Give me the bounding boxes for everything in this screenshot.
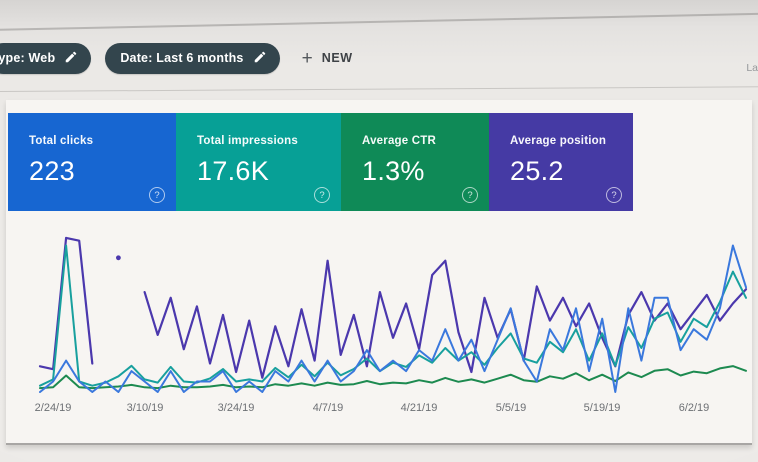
total-clicks-card[interactable]: Total clicks 223 ? bbox=[8, 113, 176, 211]
card-value: 17.6K bbox=[197, 156, 270, 186]
card-label: Total clicks bbox=[29, 135, 94, 147]
x-axis-label: 5/19/19 bbox=[583, 402, 621, 414]
metric-cards-row: Total clicks 223 ? Total impressions 17.… bbox=[8, 113, 633, 211]
card-label: Average position bbox=[510, 135, 607, 147]
x-axis-label: 2/24/19 bbox=[34, 402, 72, 414]
cropped-edge-text: La bbox=[746, 62, 758, 74]
pencil-icon[interactable] bbox=[64, 50, 78, 67]
x-axis-label: 3/10/19 bbox=[126, 402, 164, 414]
series-line-position bbox=[143, 259, 748, 379]
date-filter-chip[interactable]: Date: Last 6 months bbox=[105, 42, 280, 74]
filter-bar: type: Web Date: Last 6 months + NEW bbox=[0, 42, 353, 74]
performance-panel: Total clicks 223 ? Total impressions 17.… bbox=[6, 100, 752, 445]
average-ctr-card[interactable]: Average CTR 1.3% ? bbox=[341, 113, 489, 211]
x-axis: 2/24/19 3/10/19 3/24/19 4/7/19 4/21/19 5/5/19… bbox=[6, 402, 752, 420]
card-label: Total impressions bbox=[197, 135, 298, 147]
series-line-impressions bbox=[39, 244, 747, 387]
plus-icon: + bbox=[301, 47, 313, 69]
average-position-card[interactable]: Average position 25.2 ? bbox=[489, 113, 633, 211]
card-value: 223 bbox=[29, 156, 75, 186]
x-axis-label: 4/21/19 bbox=[400, 402, 438, 414]
card-label: Average CTR bbox=[362, 135, 436, 147]
header-divider bbox=[0, 86, 758, 92]
total-impressions-card[interactable]: Total impressions 17.6K ? bbox=[176, 113, 341, 211]
card-value: 1.3% bbox=[362, 156, 425, 186]
date-filter-label: Date: Last 6 months bbox=[120, 51, 244, 65]
help-icon[interactable]: ? bbox=[462, 187, 478, 203]
data-point-position bbox=[116, 255, 121, 261]
search-type-filter-label: type: Web bbox=[0, 51, 56, 65]
pencil-icon[interactable] bbox=[253, 50, 267, 67]
x-axis-label: 4/7/19 bbox=[312, 402, 344, 414]
x-axis-label: 6/2/19 bbox=[678, 402, 710, 414]
traffic-chart[interactable] bbox=[6, 227, 752, 400]
series-line-clicks bbox=[39, 244, 747, 393]
screen-bezel-edge bbox=[0, 11, 758, 31]
x-axis-label: 5/5/19 bbox=[495, 402, 527, 414]
series-line-ctr bbox=[39, 365, 747, 390]
new-filter-button[interactable]: + NEW bbox=[302, 49, 353, 68]
card-value: 25.2 bbox=[510, 156, 564, 186]
traffic-chart-svg[interactable] bbox=[6, 227, 752, 400]
search-type-filter-chip[interactable]: type: Web bbox=[0, 42, 92, 74]
help-icon[interactable]: ? bbox=[606, 187, 622, 203]
help-icon[interactable]: ? bbox=[314, 187, 330, 203]
help-icon[interactable]: ? bbox=[149, 187, 165, 203]
x-axis-label: 3/24/19 bbox=[217, 402, 255, 414]
series-line-position bbox=[38, 236, 94, 371]
new-filter-label: NEW bbox=[321, 51, 353, 65]
